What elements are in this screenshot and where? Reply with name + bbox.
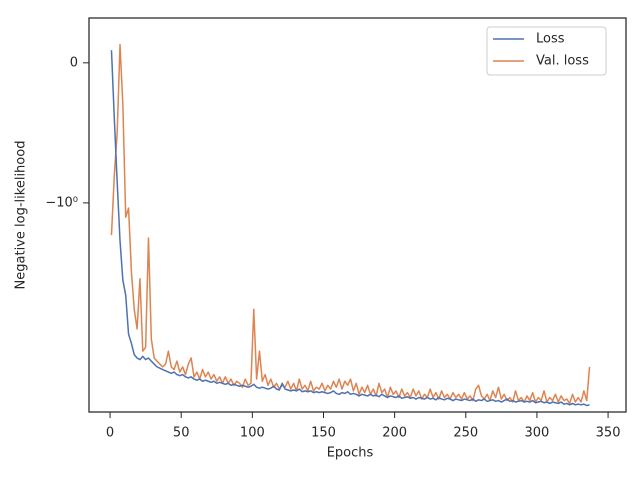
axes-frame <box>88 17 627 413</box>
x-tick-label: 250 <box>453 426 478 441</box>
x-tick-label: 200 <box>382 426 407 441</box>
line-series <box>110 50 590 407</box>
y-axis-label: Negative log-likelihood <box>14 141 29 290</box>
x-tick-label: 50 <box>173 426 190 441</box>
y-tick-label: −10⁰ <box>45 195 78 210</box>
x-tick-label: 100 <box>240 426 265 441</box>
x-axis-label: Epochs <box>327 446 374 461</box>
x-tick-label: 150 <box>311 426 336 441</box>
legend-label: Loss <box>536 32 565 47</box>
y-tick-label: 0 <box>70 55 78 70</box>
x-tick-label: 0 <box>106 426 114 441</box>
x-tick-label: 350 <box>596 426 621 441</box>
legend-label: Val. loss <box>536 54 589 69</box>
line-series <box>110 43 591 405</box>
x-tick-label: 300 <box>525 426 550 441</box>
